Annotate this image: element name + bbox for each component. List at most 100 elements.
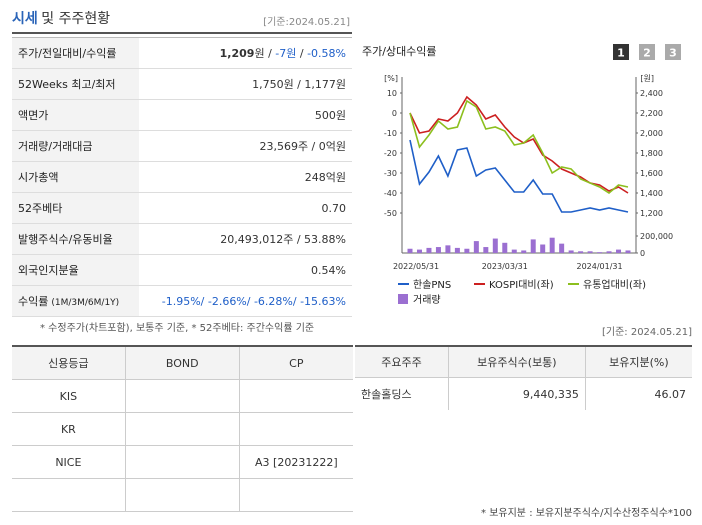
value: 1,209 [219,47,255,60]
row: KIS [12,379,353,413]
header-cell: 보유지분(%) [585,345,692,378]
y2-tick-label: 2,000 [640,129,663,138]
cell [239,478,353,512]
volume-bar [416,249,422,253]
row: 한솔홀딩스 9,440,335 46.07 [355,377,692,410]
tab-label[interactable]: 3 [669,47,677,60]
tab-label[interactable]: 2 [643,47,651,60]
volume-tick-label: 200,000 [640,232,673,241]
tab[interactable] [665,44,681,60]
header-row: 신용등급 BOND CP [12,345,353,380]
header-cell: BOND [125,345,240,380]
volume-bar [407,248,413,253]
volume-bar [625,250,631,253]
cell [125,412,240,446]
title: 시세 [12,11,38,27]
y-tick-label: -30 [384,169,397,178]
volume-bar [597,252,603,253]
volume-bar [464,248,470,253]
value: 500원 [314,109,346,122]
volume-bar [473,241,479,253]
y-tick-label: -20 [384,149,397,158]
volume-bar [502,242,508,253]
cell: A3 [20231222] [239,445,353,479]
label-cell: 수익률 (1M/3M/6M/1Y) [12,285,139,317]
label-cell: 외국인지분율 [12,254,139,286]
y2-tick-label: 1,600 [640,169,663,178]
label-cell: 52Weeks 최고/최저 [12,68,139,100]
y2-tick-label: 1,200 [640,209,663,218]
volume-bar [492,238,498,253]
cell [125,379,240,413]
value: 1,750원 / 1,177원 [252,78,346,91]
volume-bar [483,247,489,253]
volume-bar [521,250,527,253]
legend-label: 유통업대비(좌) [583,278,646,291]
header-cell: 보유주식수(보통) [448,345,586,378]
row: 52주베타 0.70 [12,192,352,224]
volume-tick-label: 0 [640,249,645,258]
volume-bar [454,247,460,253]
x-tick-label: 2022/05/31 [393,262,439,271]
title-rest: 및 주주현황 [41,11,111,27]
price-table: 주가/전일대비/수익률 1,209원 / -7원 / -0.58% 52Weeks … [12,37,352,317]
volume-bar [578,251,584,253]
y2-tick-label: 2,400 [640,89,663,98]
value: 20,493,012주 / 53.88% [220,233,346,246]
cell: 한솔홀딩스 [355,377,449,410]
value: / [296,47,308,60]
chart: 주가/상대수익률 1 2 3 [%] [원] 10 0 -10 -20 -30 -40 -50 2,400… [362,44,681,306]
axis-unit: [원] [640,74,654,83]
row [12,478,353,512]
y2-tick-label: 2,200 [640,109,663,118]
value-cell: 23,569주 / 0억원 [139,130,352,162]
series-line [409,95,629,194]
label: 시가총액 [18,171,59,184]
header-row: 주요주주 보유주식수(보통) 보유지분(%) [355,345,692,378]
value: 0.54% [311,263,346,277]
holder-table: 주요주주 보유주식수(보통) 보유지분(%) 한솔홀딩스 9,440,335 46.07 [355,345,692,410]
row: 발행주식수/유동비율 20,493,012주 / 53.88% [12,223,352,255]
row: KR [12,412,353,446]
row: NICE A3 [20231222] [12,445,353,479]
value-cell: 500원 [139,99,352,131]
label: 거래량/거래대금 [18,140,93,153]
volume-bar [445,245,451,253]
cell: NICE [12,445,126,479]
note: * 보유지분 : 보유지분주식수/지수산정주식수*100 [481,508,692,519]
tab[interactable] [639,44,655,60]
label: 액면가 [18,109,49,122]
value: 248억원 [304,171,346,184]
cell [125,445,240,479]
value-cell: 0.70 [139,192,352,224]
y-tick-label: -50 [384,209,397,218]
cell: 46.07 [585,377,692,410]
label: 주가/전일대비/수익률 [18,47,117,60]
legend-label: 거래량 [413,294,441,306]
label-cell: 주가/전일대비/수익률 [12,37,139,69]
value: 23,569주 / 0억원 [259,140,346,153]
x-tick-label: 2023/03/31 [482,262,528,271]
tab-label[interactable]: 1 [617,47,625,60]
tab[interactable] [613,44,629,60]
label-cell: 액면가 [12,99,139,131]
label: 52Weeks 최고/최저 [18,78,116,91]
y2-tick-label: 1,800 [640,149,663,158]
volume-bar [587,251,593,253]
volume-bar [540,244,546,253]
legend-label: 한솔PNS [413,279,451,291]
cell: 9,440,335 [448,377,586,410]
header-cell: CP [239,345,353,380]
cell [239,379,353,413]
legend-swatch [398,294,408,304]
row: 액면가 500원 [12,99,352,131]
value: 0.70 [321,201,347,215]
series-line [409,139,629,213]
volume-bar [616,249,622,253]
row: 주가/전일대비/수익률 1,209원 / -7원 / -0.58% [12,37,352,69]
row: 거래량/거래대금 23,569주 / 0억원 [12,130,352,162]
series-line [409,99,629,194]
cell [239,412,353,446]
value: -0.58% [307,47,346,60]
